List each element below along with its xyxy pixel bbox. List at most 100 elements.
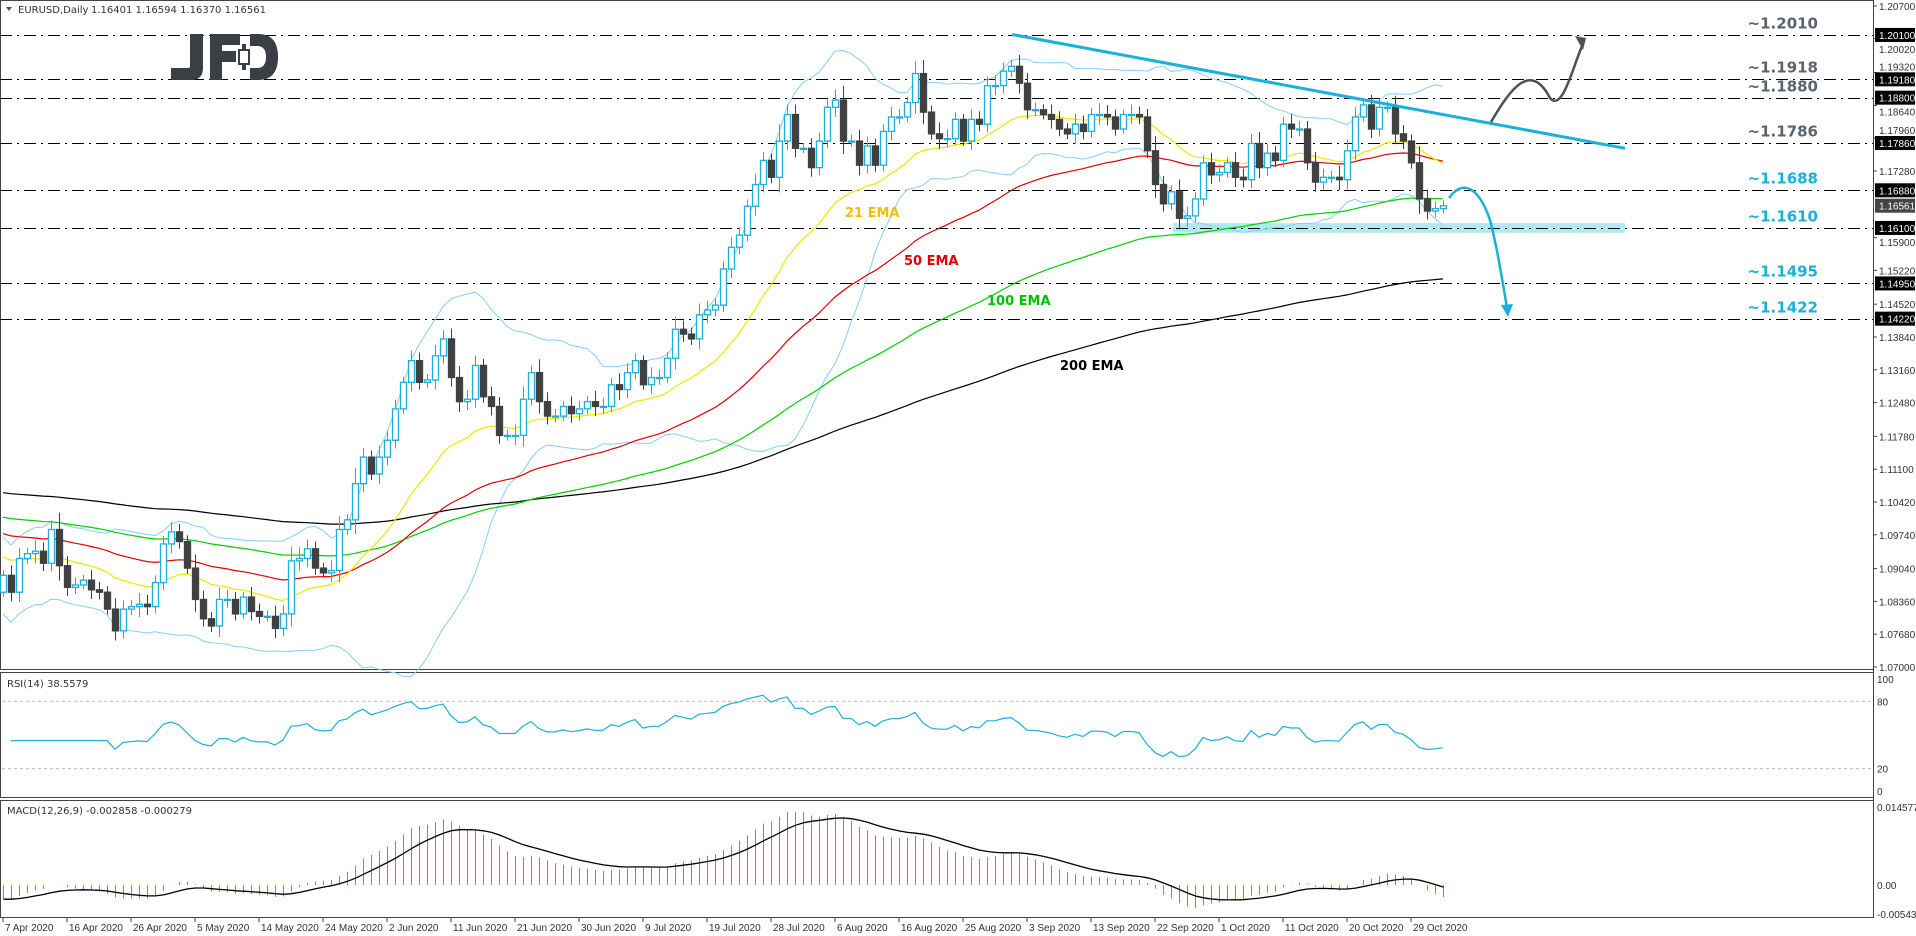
bear-candle — [855, 140, 864, 166]
rsi-tick-label: 80 — [1877, 697, 1889, 708]
bear-candle — [111, 608, 120, 632]
collapse-triangle-icon[interactable] — [6, 7, 12, 11]
axis-tick-label: 1.11780 — [1879, 432, 1915, 443]
level-price-label: 1.14220 — [1879, 315, 1916, 326]
bear-candle — [1103, 113, 1112, 118]
bear-candle — [871, 145, 880, 166]
bull-candle — [423, 379, 432, 383]
date-tick-label: 7 Apr 2020 — [5, 923, 54, 934]
bear-candle — [1271, 152, 1280, 162]
bear-candle — [639, 359, 648, 386]
bear-candle — [1239, 176, 1248, 181]
bull-candle — [1127, 113, 1136, 117]
bull-candle — [623, 372, 632, 391]
axis-tick-label: 1.19320 — [1879, 62, 1916, 73]
date-tick-label: 1 Oct 2020 — [1221, 923, 1270, 934]
bull-candle — [727, 246, 736, 270]
bull-candle — [575, 408, 584, 415]
bull-candle — [1199, 162, 1208, 200]
symbol-label: EURUSD,Daily — [18, 5, 89, 16]
bull-candle — [391, 408, 400, 441]
axis-tick-label: 1.13840 — [1879, 333, 1916, 344]
bull-candle — [751, 183, 760, 207]
bull-candle — [695, 314, 704, 340]
bull-candle — [223, 598, 232, 602]
bear-candle — [1207, 162, 1216, 176]
date-tick-label: 21 Jun 2020 — [517, 923, 572, 934]
bear-candle — [271, 615, 280, 630]
level-price-label: 1.19180 — [1879, 75, 1916, 86]
bull-candle — [815, 140, 824, 169]
level-label: ~1.1688 — [1748, 170, 1818, 188]
level-price-label: 1.16880 — [1879, 186, 1916, 197]
bear-candle — [1135, 113, 1144, 118]
bear-candle — [1159, 183, 1168, 205]
bear-candle — [95, 589, 104, 593]
bear-candle — [1063, 128, 1072, 135]
bear-candle — [543, 400, 552, 417]
bull-candle — [407, 359, 416, 383]
bear-candle — [959, 118, 968, 142]
bull-candle — [1343, 150, 1352, 181]
bull-candle — [735, 234, 744, 248]
rsi-title: RSI(14) 38.5579 — [7, 679, 88, 690]
bull-candle — [631, 359, 640, 374]
bear-candle — [1255, 142, 1264, 169]
level-price-box — [1875, 276, 1915, 291]
bull-candle — [351, 483, 360, 521]
bear-candle — [1175, 191, 1184, 219]
bear-candle — [7, 574, 16, 593]
bull-candle — [151, 581, 160, 608]
bear-candle — [1079, 123, 1088, 133]
bear-candle — [39, 550, 48, 564]
current-price-label: 1.16561 — [1879, 202, 1916, 213]
level-label: ~1.1880 — [1748, 78, 1818, 96]
axis-tick-label: 1.17280 — [1879, 167, 1916, 178]
bear-candle — [767, 159, 776, 178]
bull-candle — [1319, 176, 1328, 183]
bear-candle — [1407, 140, 1416, 164]
bull-candle — [79, 579, 88, 586]
bull-candle — [527, 372, 536, 400]
axis-tick-label: 1.15900 — [1879, 238, 1916, 249]
bull-candle — [951, 118, 960, 140]
bull-candle — [1183, 215, 1192, 219]
bull-candle — [887, 116, 896, 133]
ema100-line — [2, 197, 1444, 557]
bull-candle — [1087, 113, 1096, 133]
bull-candle — [703, 309, 712, 316]
bear-candle — [255, 610, 264, 617]
bear-candle — [687, 333, 696, 340]
bull-candle — [295, 557, 304, 562]
level-lines-layer: ~1.2010 ~1.1918~1.1880 ~1.1786 ~1.1688 ~1.16… — [0, 15, 1873, 320]
bull-candle — [655, 376, 664, 380]
macd-signal-line — [3, 817, 1444, 901]
date-tick-label: 24 May 2020 — [325, 923, 383, 934]
bull-candle — [1215, 171, 1224, 176]
bull-candle — [759, 159, 768, 186]
bull-candle — [511, 434, 520, 438]
bear-candle — [791, 113, 800, 149]
bull-candle — [119, 608, 128, 632]
level-price-label: 1.14950 — [1879, 279, 1916, 290]
bull-candle — [559, 405, 568, 417]
bull-candle — [943, 138, 952, 141]
bear-candle — [567, 405, 576, 415]
bull-candle — [471, 364, 480, 400]
bull-candle — [1375, 106, 1384, 130]
axis-tick-label: 1.15220 — [1879, 266, 1916, 277]
ema50-label: 50 EMA — [904, 254, 959, 269]
bear-candle — [975, 118, 984, 125]
bull-candle — [303, 548, 312, 560]
bear-candle — [919, 72, 928, 113]
date-tick-label: 11 Oct 2020 — [1285, 923, 1339, 934]
level-price-box — [1875, 311, 1915, 326]
level-price-box — [1875, 183, 1915, 198]
arrow-head-icon — [1575, 36, 1586, 50]
bear-candle — [679, 328, 688, 335]
axis-tick-label: 1.13160 — [1879, 366, 1916, 377]
level-price-box — [1875, 136, 1915, 151]
bear-candle — [615, 384, 624, 391]
bull-candle — [831, 99, 840, 108]
